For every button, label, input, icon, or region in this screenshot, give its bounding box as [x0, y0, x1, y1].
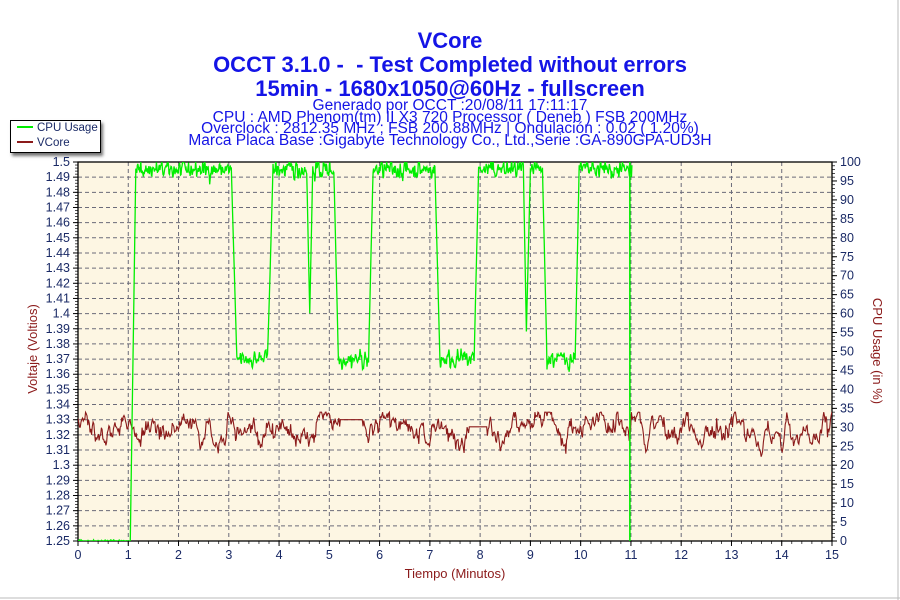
svg-text:1.28: 1.28	[46, 489, 70, 503]
svg-text:40: 40	[840, 382, 854, 396]
svg-text:1.3: 1.3	[53, 458, 70, 472]
svg-text:90: 90	[840, 193, 854, 207]
svg-text:1.46: 1.46	[46, 216, 70, 230]
svg-text:CPU Usage (in %): CPU Usage (in %)	[870, 298, 885, 404]
svg-text:70: 70	[840, 269, 854, 283]
svg-text:1.26: 1.26	[46, 519, 70, 533]
svg-text:1.34: 1.34	[46, 398, 70, 412]
svg-text:100: 100	[840, 155, 861, 169]
svg-text:30: 30	[840, 420, 854, 434]
svg-text:Voltaje (Voltios): Voltaje (Voltios)	[25, 304, 40, 394]
svg-text:1.32: 1.32	[46, 428, 70, 442]
svg-text:5: 5	[840, 515, 847, 529]
svg-text:4: 4	[276, 548, 283, 562]
svg-text:1.49: 1.49	[46, 170, 70, 184]
svg-text:1.27: 1.27	[46, 504, 70, 518]
svg-text:9: 9	[527, 548, 534, 562]
svg-text:7: 7	[426, 548, 433, 562]
svg-text:1.45: 1.45	[46, 231, 70, 245]
svg-text:1.37: 1.37	[46, 352, 70, 366]
svg-text:35: 35	[840, 401, 854, 415]
svg-text:0: 0	[840, 534, 847, 548]
svg-text:1.41: 1.41	[46, 291, 70, 305]
svg-text:1: 1	[125, 548, 132, 562]
svg-text:11: 11	[624, 548, 637, 562]
svg-text:1.47: 1.47	[46, 200, 70, 214]
svg-text:3: 3	[225, 548, 232, 562]
svg-text:Tiempo (Minutos): Tiempo (Minutos)	[405, 566, 506, 581]
svg-text:55: 55	[840, 326, 854, 340]
svg-text:1.31: 1.31	[46, 443, 70, 457]
svg-text:1.44: 1.44	[46, 246, 70, 260]
svg-text:1.5: 1.5	[53, 155, 70, 169]
svg-text:13: 13	[725, 548, 739, 562]
svg-text:1.35: 1.35	[46, 382, 70, 396]
svg-text:1.33: 1.33	[46, 413, 70, 427]
svg-text:10: 10	[574, 548, 588, 562]
svg-text:1.48: 1.48	[46, 185, 70, 199]
svg-text:60: 60	[840, 307, 854, 321]
svg-text:2: 2	[175, 548, 182, 562]
svg-text:20: 20	[840, 458, 854, 472]
svg-text:45: 45	[840, 363, 854, 377]
svg-text:12: 12	[674, 548, 688, 562]
svg-text:95: 95	[840, 174, 854, 188]
svg-text:15: 15	[840, 477, 854, 491]
svg-text:75: 75	[840, 250, 854, 264]
svg-text:15: 15	[825, 548, 839, 562]
svg-text:5: 5	[326, 548, 333, 562]
svg-text:80: 80	[840, 231, 854, 245]
svg-text:6: 6	[376, 548, 383, 562]
svg-text:1.42: 1.42	[46, 276, 70, 290]
svg-text:85: 85	[840, 212, 854, 226]
svg-text:1.29: 1.29	[46, 473, 70, 487]
svg-text:25: 25	[840, 439, 854, 453]
svg-text:14: 14	[775, 548, 789, 562]
svg-text:8: 8	[477, 548, 484, 562]
svg-text:0: 0	[75, 548, 82, 562]
svg-text:1.36: 1.36	[46, 367, 70, 381]
svg-text:65: 65	[840, 288, 854, 302]
svg-text:1.43: 1.43	[46, 261, 70, 275]
svg-text:1.38: 1.38	[46, 337, 70, 351]
svg-text:1.25: 1.25	[46, 534, 70, 548]
svg-text:50: 50	[840, 345, 854, 359]
svg-text:10: 10	[840, 496, 854, 510]
svg-text:1.4: 1.4	[53, 307, 70, 321]
svg-text:1.39: 1.39	[46, 322, 70, 336]
